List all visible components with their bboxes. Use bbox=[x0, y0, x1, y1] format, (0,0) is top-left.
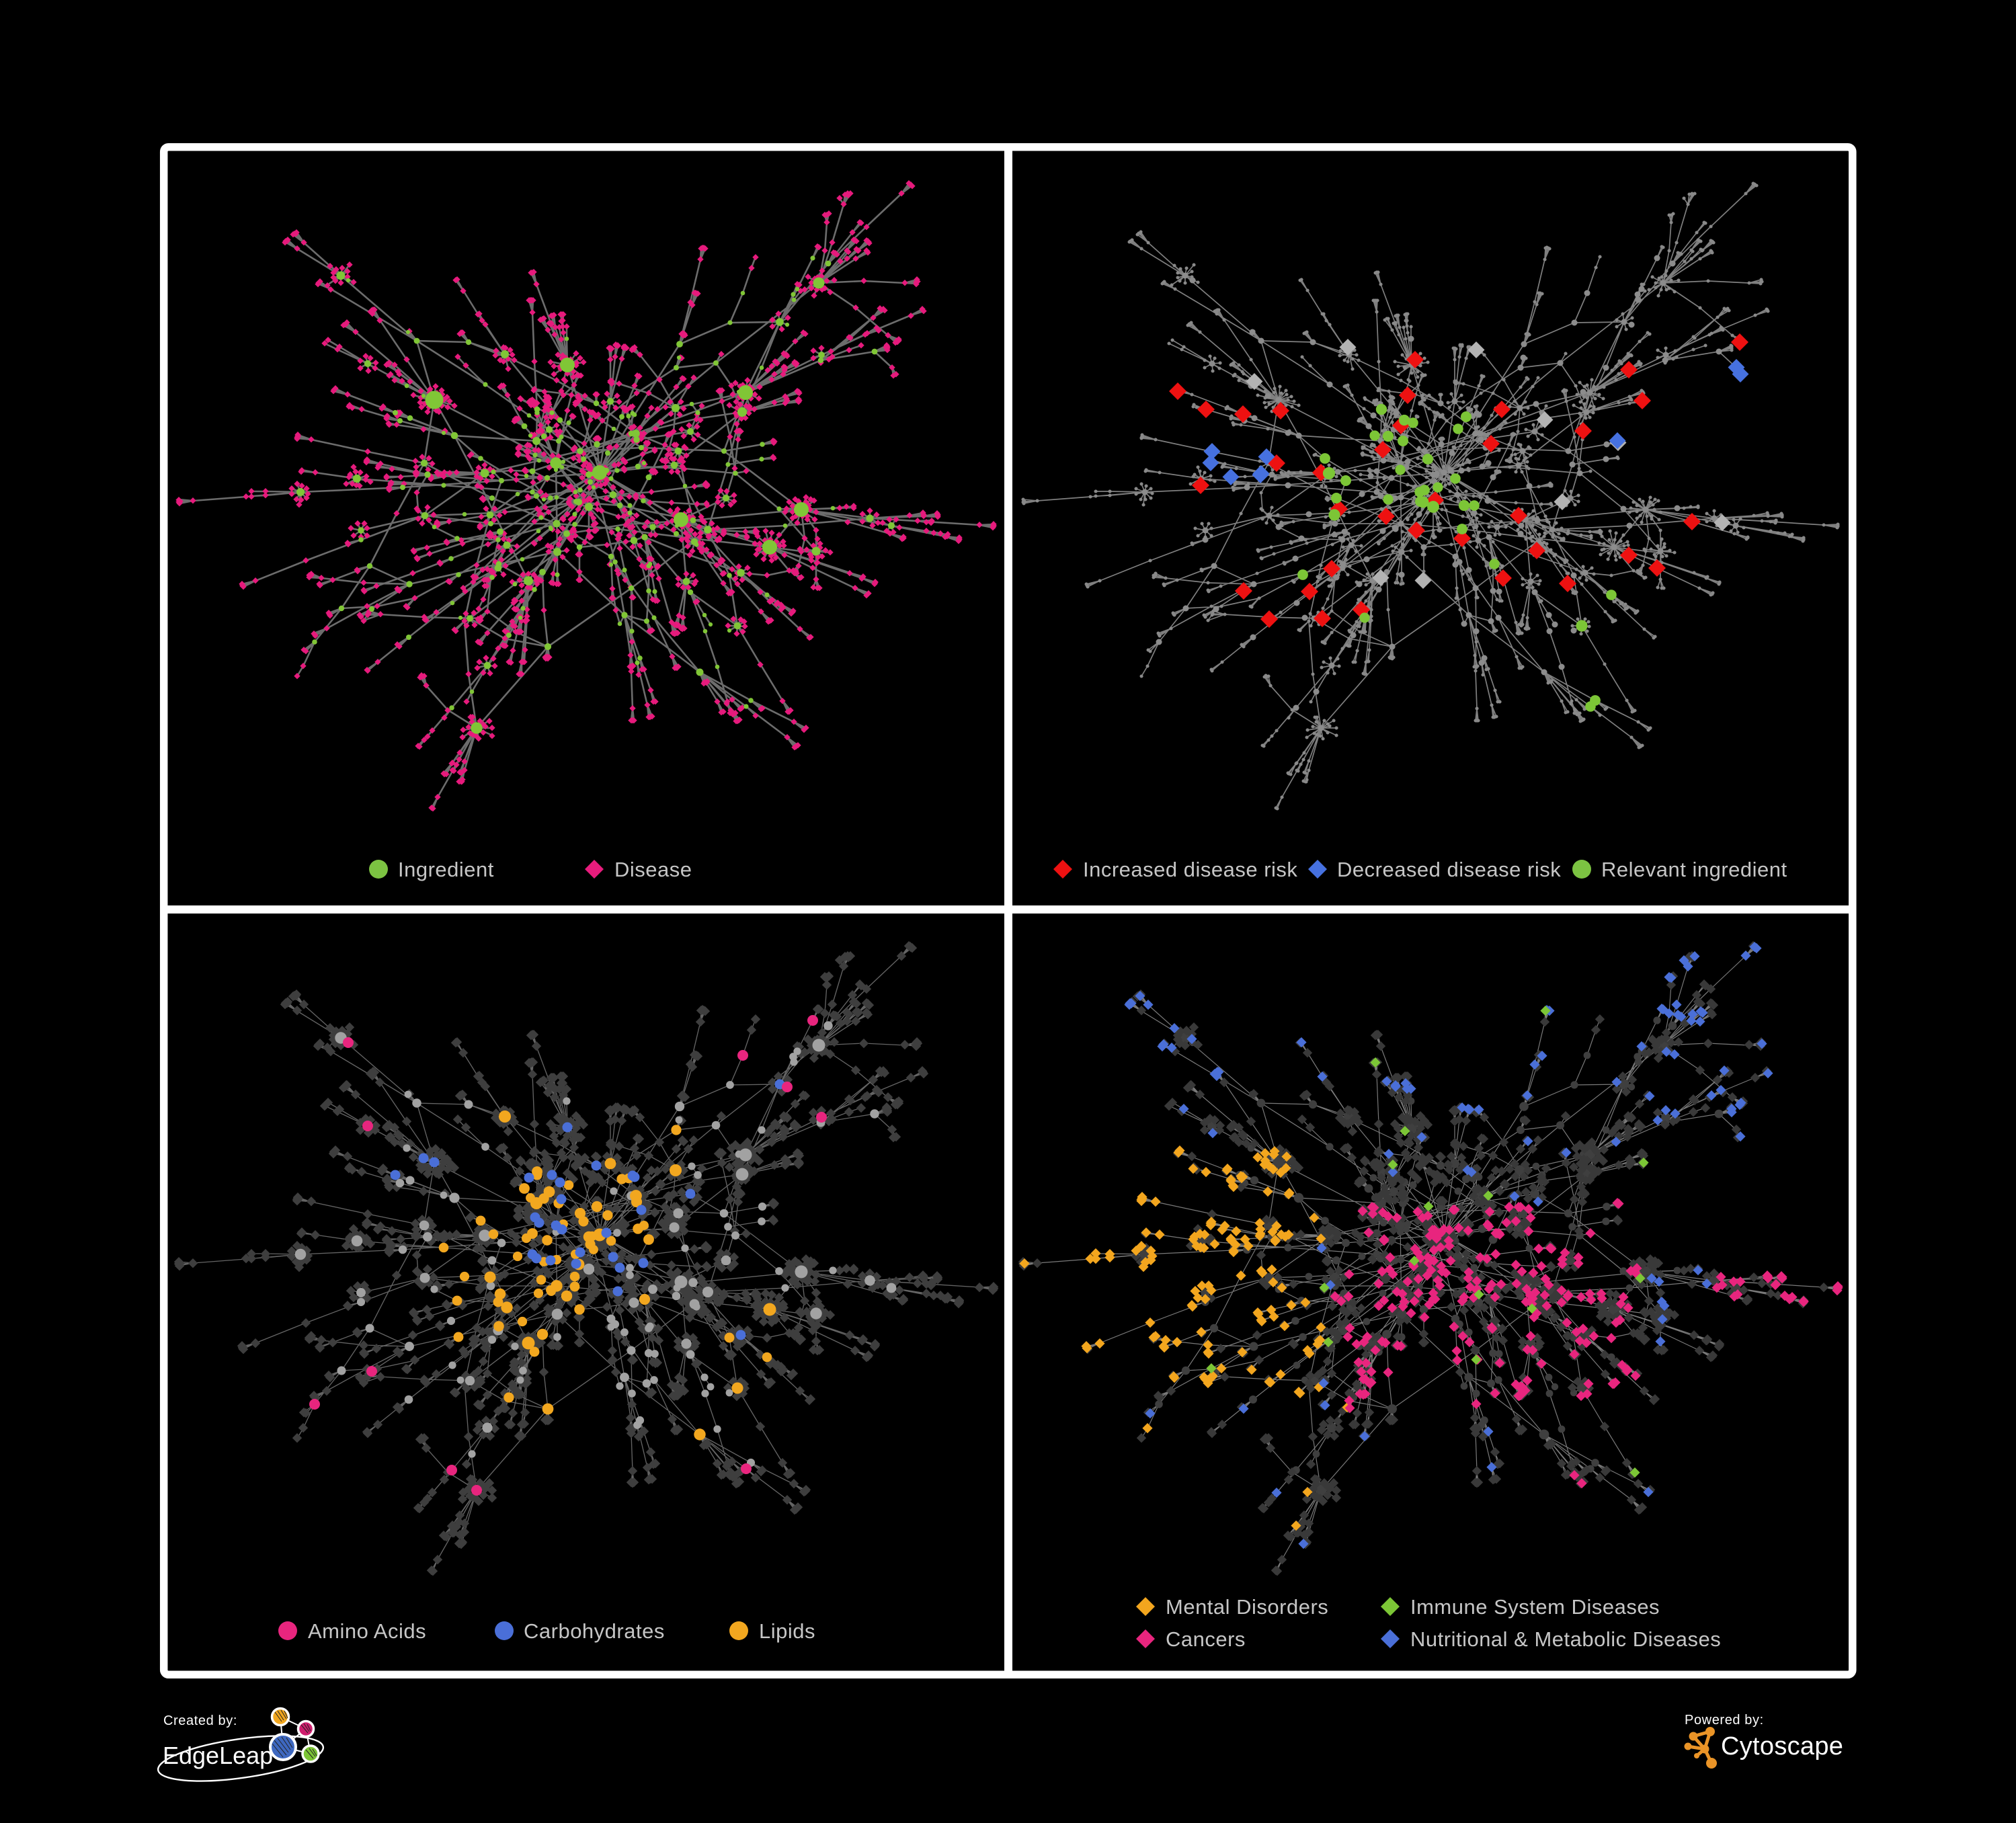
svg-text:Immune System Diseases: Immune System Diseases bbox=[1410, 1595, 1660, 1619]
svg-text:Disease: Disease bbox=[614, 858, 692, 881]
svg-text:Nutritional & Metabolic Diseas: Nutritional & Metabolic Diseases bbox=[1410, 1627, 1721, 1651]
svg-text:Amino Acids: Amino Acids bbox=[308, 1619, 426, 1643]
svg-text:Lipids: Lipids bbox=[759, 1619, 815, 1643]
svg-text:Cytoscape: Cytoscape bbox=[1721, 1732, 1843, 1760]
svg-text:EdgeLeap: EdgeLeap bbox=[163, 1742, 273, 1769]
svg-text:Relevant ingredient: Relevant ingredient bbox=[1601, 858, 1787, 881]
svg-text:Mental Disorders: Mental Disorders bbox=[1166, 1595, 1328, 1619]
svg-text:Decreased disease risk: Decreased disease risk bbox=[1337, 858, 1561, 881]
svg-text:Carbohydrates: Carbohydrates bbox=[524, 1619, 665, 1643]
svg-text:Powered by:: Powered by: bbox=[1685, 1713, 1764, 1728]
svg-text:Cancers: Cancers bbox=[1166, 1627, 1246, 1651]
svg-text:Increased disease risk: Increased disease risk bbox=[1083, 858, 1297, 881]
svg-text:Created by:: Created by: bbox=[163, 1713, 237, 1728]
svg-text:Ingredient: Ingredient bbox=[398, 858, 494, 881]
